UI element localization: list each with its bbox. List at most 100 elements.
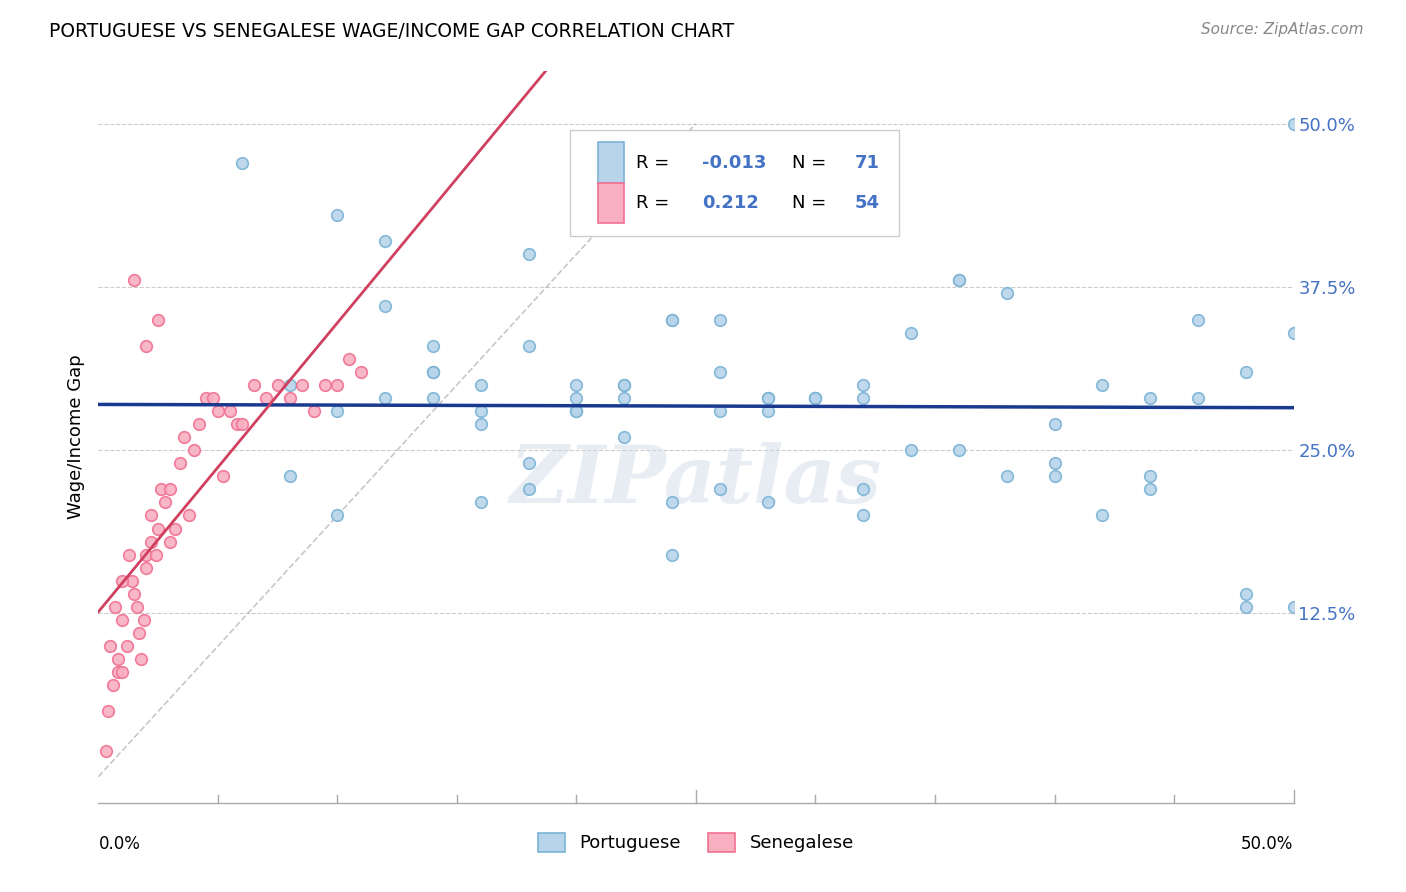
Text: 0.0%: 0.0%	[98, 836, 141, 854]
Point	[187, 417, 209, 431]
FancyBboxPatch shape	[598, 143, 624, 183]
Point	[422, 365, 444, 379]
Point	[948, 443, 970, 458]
Y-axis label: Wage/Income Gap: Wage/Income Gap	[66, 355, 84, 519]
Point	[195, 391, 218, 405]
Point	[804, 391, 827, 405]
Point	[135, 339, 157, 353]
Point	[148, 312, 170, 326]
Point	[202, 391, 225, 405]
Point	[131, 652, 153, 666]
Point	[995, 469, 1018, 483]
Point	[169, 456, 191, 470]
Point	[115, 639, 138, 653]
Point	[101, 678, 124, 692]
Point	[565, 404, 588, 418]
Point	[315, 377, 337, 392]
Text: ZIPatlas: ZIPatlas	[510, 442, 882, 520]
Text: Source: ZipAtlas.com: Source: ZipAtlas.com	[1201, 22, 1364, 37]
Point	[517, 483, 540, 497]
Point	[97, 705, 120, 719]
Point	[1043, 456, 1066, 470]
Point	[173, 430, 195, 444]
Point	[1282, 117, 1305, 131]
Text: 50.0%: 50.0%	[1241, 836, 1294, 854]
Point	[148, 521, 170, 535]
Point	[470, 417, 492, 431]
Point	[613, 430, 636, 444]
Point	[1187, 312, 1209, 326]
Point	[159, 534, 181, 549]
Point	[1139, 483, 1161, 497]
Point	[1139, 469, 1161, 483]
Point	[948, 273, 970, 287]
Text: 71: 71	[855, 153, 880, 172]
Point	[709, 483, 731, 497]
Text: PORTUGUESE VS SENEGALESE WAGE/INCOME GAP CORRELATION CHART: PORTUGUESE VS SENEGALESE WAGE/INCOME GAP…	[49, 22, 734, 41]
Point	[226, 417, 249, 431]
Point	[124, 273, 146, 287]
Point	[517, 339, 540, 353]
Point	[613, 377, 636, 392]
Point	[804, 391, 827, 405]
Point	[804, 391, 827, 405]
Point	[339, 351, 361, 366]
Point	[756, 495, 779, 509]
Point	[422, 365, 444, 379]
FancyBboxPatch shape	[571, 130, 900, 235]
Point	[179, 508, 201, 523]
Point	[243, 377, 266, 392]
Point	[422, 391, 444, 405]
Point	[107, 652, 129, 666]
Point	[231, 417, 253, 431]
Point	[1043, 417, 1066, 431]
Point	[1282, 599, 1305, 614]
Legend: Portuguese, Senegalese: Portuguese, Senegalese	[531, 826, 860, 860]
Point	[613, 377, 636, 392]
Point	[118, 548, 141, 562]
Point	[111, 574, 134, 588]
Point	[125, 599, 148, 614]
Point	[278, 391, 301, 405]
Point	[350, 365, 373, 379]
Point	[278, 469, 301, 483]
Point	[107, 665, 129, 680]
Point	[135, 548, 157, 562]
Point	[278, 377, 301, 392]
Point	[613, 391, 636, 405]
Point	[149, 483, 172, 497]
Point	[1234, 599, 1257, 614]
Point	[135, 560, 157, 574]
Point	[1091, 377, 1114, 392]
Point	[709, 365, 731, 379]
Point	[326, 508, 349, 523]
Point	[1139, 391, 1161, 405]
Point	[211, 469, 233, 483]
Point	[139, 508, 162, 523]
Point	[163, 521, 186, 535]
Point	[254, 391, 277, 405]
Point	[565, 391, 588, 405]
Point	[128, 626, 150, 640]
Point	[1234, 365, 1257, 379]
Point	[139, 534, 162, 549]
Point	[709, 312, 731, 326]
Point	[145, 548, 167, 562]
Point	[852, 377, 875, 392]
Point	[155, 495, 177, 509]
Point	[267, 377, 290, 392]
Point	[517, 247, 540, 261]
Point	[124, 587, 146, 601]
Point	[132, 613, 155, 627]
Point	[111, 665, 134, 680]
Point	[661, 495, 683, 509]
Text: 54: 54	[855, 194, 880, 212]
Point	[1282, 326, 1305, 340]
Point	[374, 391, 396, 405]
Point	[470, 495, 492, 509]
Point	[756, 404, 779, 418]
Text: N =: N =	[792, 194, 831, 212]
Point	[565, 404, 588, 418]
Point	[1043, 469, 1066, 483]
Point	[517, 456, 540, 470]
